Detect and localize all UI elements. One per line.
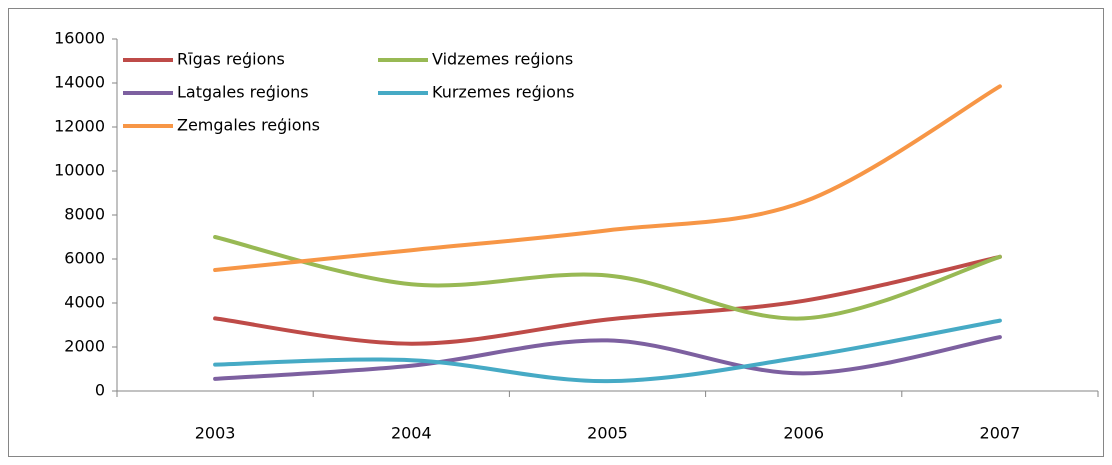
legend-label: Latgales reģions [177,83,309,102]
y-tick-label: 16000 [54,29,105,48]
legend-label: Rīgas reģions [177,50,285,69]
legend-label: Vidzemes reģions [432,50,573,69]
y-tick-label: 4000 [64,293,105,312]
y-tick-label: 12000 [54,117,105,136]
series-line [213,254,1002,346]
series-line [213,235,1002,321]
y-tick-label: 6000 [64,249,105,268]
x-tick-label: 2005 [587,424,628,443]
y-tick-label: 0 [95,381,105,400]
chart-border [8,8,1104,457]
series-line [213,84,1002,272]
x-tick-label: 2003 [195,424,236,443]
y-tick-label: 14000 [54,73,105,92]
legend-label: Zemgales reģions [177,116,320,135]
x-tick-label: 2006 [783,424,824,443]
y-tick-label: 2000 [64,337,105,356]
series-line [213,335,1002,381]
y-tick-label: 8000 [64,205,105,224]
x-tick-label: 2007 [980,424,1021,443]
y-tick-label: 10000 [54,161,105,180]
series-line [213,318,1002,384]
x-tick-label: 2004 [391,424,432,443]
legend-label: Kurzemes reģions [432,83,574,102]
